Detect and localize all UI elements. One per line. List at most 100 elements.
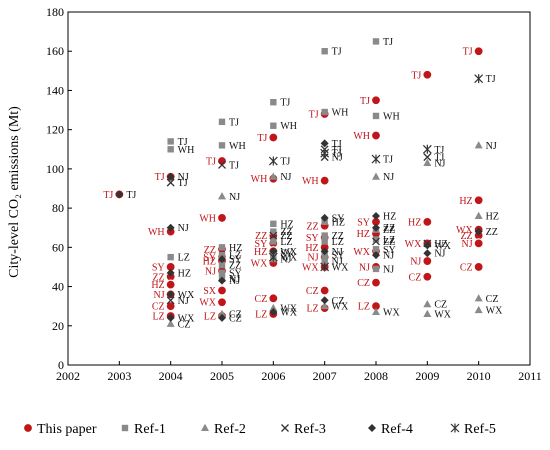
point-label: HZ [229,243,242,254]
point-label: WX [383,308,400,319]
point-label: TJ [332,149,342,160]
marker-diamond [166,313,175,322]
point-label: WX [199,298,216,309]
point-label: WX [332,262,349,273]
marker-circle [370,130,382,141]
point-label: CZ [255,294,268,305]
point-label: NJ [332,153,343,164]
x-tick-label: 2007 [313,369,337,383]
point-label: LZ [383,235,395,246]
point-label: WX [280,308,297,319]
y-tick-label: 160 [46,44,64,58]
marker-triangle [423,300,432,308]
axes [67,11,531,366]
x-tick-label: 2005 [210,369,234,383]
marker-diamond [269,308,278,317]
point-label: CZ [306,286,319,297]
data-points [114,38,484,327]
point-label: TJ [383,37,393,48]
y-tick-label: 40 [52,280,64,294]
point-label: ZZ [152,272,164,283]
marker-triangle [474,305,483,314]
marker-cross [423,153,432,162]
point-label: HZ [357,229,370,240]
point-label: NJ [383,264,394,275]
point-label: SY [229,268,242,279]
marker-star [450,423,460,433]
point-label: SY [229,255,242,266]
legend-label: Ref-2 [214,422,246,437]
point-label: ZZ [383,237,395,248]
marker-triangle [474,294,483,302]
marker-circle [422,271,433,282]
marker-square [321,108,328,116]
legend-label: Ref-4 [381,422,413,437]
point-label: SY [306,233,319,244]
y-tick-label: 140 [46,83,64,97]
marker-cross [166,178,175,187]
y-tick-label: 20 [52,319,64,333]
point-label: NJ [280,255,291,266]
marker-diamond [423,241,432,250]
marker-circle [370,277,382,288]
point-label: TJ [229,117,239,128]
marker-diamond [218,255,226,264]
point-label: NJ [178,172,189,183]
point-label: NJ [178,296,189,307]
point-label: SY [357,217,370,228]
point-label: WX [405,239,422,250]
point-label: WX [280,304,297,315]
marker-square [270,99,277,106]
point-label: ZZ [229,260,241,271]
point-label: NJ [434,159,445,170]
marker-cross [372,237,380,246]
point-label: CZ [229,310,242,321]
marker-square [321,238,328,245]
marker-circle [473,238,484,249]
point-label: TJ [229,160,239,171]
marker-circle [216,297,228,308]
point-label: TJ [280,157,290,168]
y-tick-label: 180 [46,5,64,19]
point-label: HZ [280,219,293,230]
point-label: TJ [257,133,267,144]
marker-circle [422,216,433,227]
legend-label: Ref-5 [464,422,496,437]
point-label: WX [302,262,319,273]
point-label: ZZ [460,231,472,242]
point-label: NJ [332,247,343,258]
marker-diamond [166,172,175,181]
legend-item: Ref-2 [201,422,246,437]
point-label: HZ [151,280,164,291]
point-label: ZZ [383,225,395,236]
marker-circle [165,301,176,312]
marker-square [321,48,328,55]
marker-triangle [474,141,483,149]
point-label: TJ [309,109,319,120]
marker-star [320,148,330,158]
point-label: ZZ [332,231,344,242]
point-label: TJ [434,145,444,156]
marker-diamond [320,139,329,148]
point-label: WX [353,247,370,258]
point-label: NJ [332,257,343,268]
point-label: WX [332,302,349,313]
marker-circle [422,69,433,80]
point-label: ZZ [486,227,498,238]
point-label: CZ [178,319,191,330]
marker-square [218,261,226,269]
marker-diamond [218,276,226,285]
marker-triangle [218,309,226,318]
legend-label: Ref-3 [294,422,326,437]
marker-square [270,220,277,227]
point-label: NJ [359,262,370,273]
point-label: CZ [460,262,473,273]
point-label: ZZ [204,245,216,256]
x-tick-label: 2006 [261,369,285,383]
legend-item: Ref-5 [450,422,496,437]
marker-circle [370,95,382,106]
marker-cross [269,231,278,240]
marker-triangle [423,158,432,167]
point-label: WX [280,253,297,264]
point-label: NJ [229,192,240,203]
